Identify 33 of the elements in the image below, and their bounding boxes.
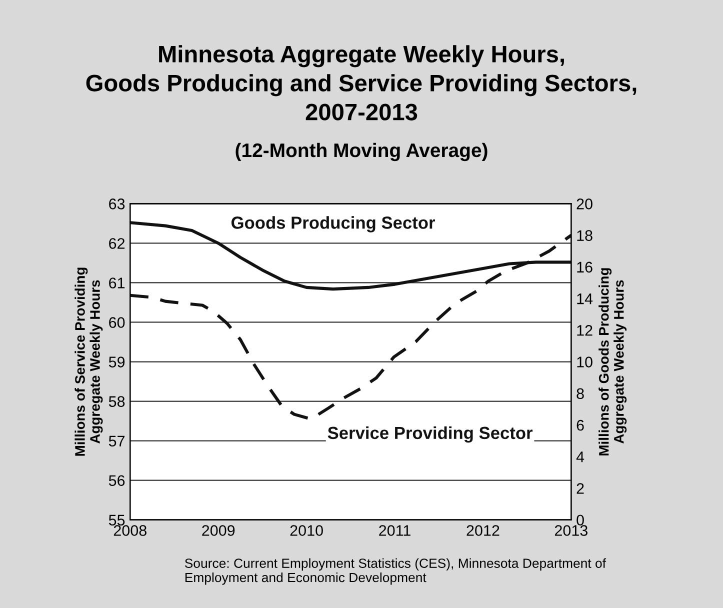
y-tick-label: 63 xyxy=(109,198,125,210)
x-tick-label: 2012 xyxy=(466,525,500,536)
series-label: Goods Producing Sector xyxy=(231,216,436,232)
y-tick-label: 56 xyxy=(108,475,125,486)
source-note: Source: Current Employment Statistics (CES), Minnesota Department of Employment and Economic Development xyxy=(184,558,606,585)
y-tick-label: 58 xyxy=(108,396,125,407)
x-tick-label: 2009 xyxy=(202,525,235,536)
x-tick-label: 2008 xyxy=(114,525,146,536)
y2-tick-label: 8 xyxy=(576,388,584,400)
y2-tick-label: 18 xyxy=(577,230,592,241)
series-label: Service Providing Sector xyxy=(328,426,533,443)
x-tick-label: 2013 xyxy=(554,525,588,536)
y2-tick-label: 14 xyxy=(577,294,593,304)
y-tick-label: 60 xyxy=(109,317,125,328)
x-tick-label: 2010 xyxy=(290,525,323,536)
y2-tick-label: 2 xyxy=(576,483,584,494)
y-tick-label: 55 xyxy=(108,514,125,526)
y2-tick-label: 20 xyxy=(576,198,592,210)
y2-tick-label: 4 xyxy=(576,452,584,462)
y2-tick-label: 0 xyxy=(576,514,584,526)
chart-title: Minnesota Aggregate Weekly Hours, Goods Producing and Service Providing Sectors, 2007-2013 xyxy=(86,45,636,120)
y-axis-title: Millions of Service Providing Aggregate Weekly Hours xyxy=(74,268,103,456)
y-tick-label: 62 xyxy=(109,238,125,249)
y2-axis-title: Millions of Goods Producing Aggregate Weekly Hours xyxy=(598,268,627,456)
y2-tick-label: 16 xyxy=(577,262,592,273)
chart-subtitle: (12-Month Moving Average) xyxy=(236,142,488,162)
y-tick-label: 61 xyxy=(109,278,125,288)
y2-tick-label: 12 xyxy=(577,325,592,336)
x-tick-label: 2011 xyxy=(379,525,410,536)
y-tick-label: 57 xyxy=(108,436,125,446)
y2-tick-label: 10 xyxy=(577,356,592,368)
y-tick-label: 59 xyxy=(108,356,125,368)
y2-tick-label: 6 xyxy=(576,420,584,431)
